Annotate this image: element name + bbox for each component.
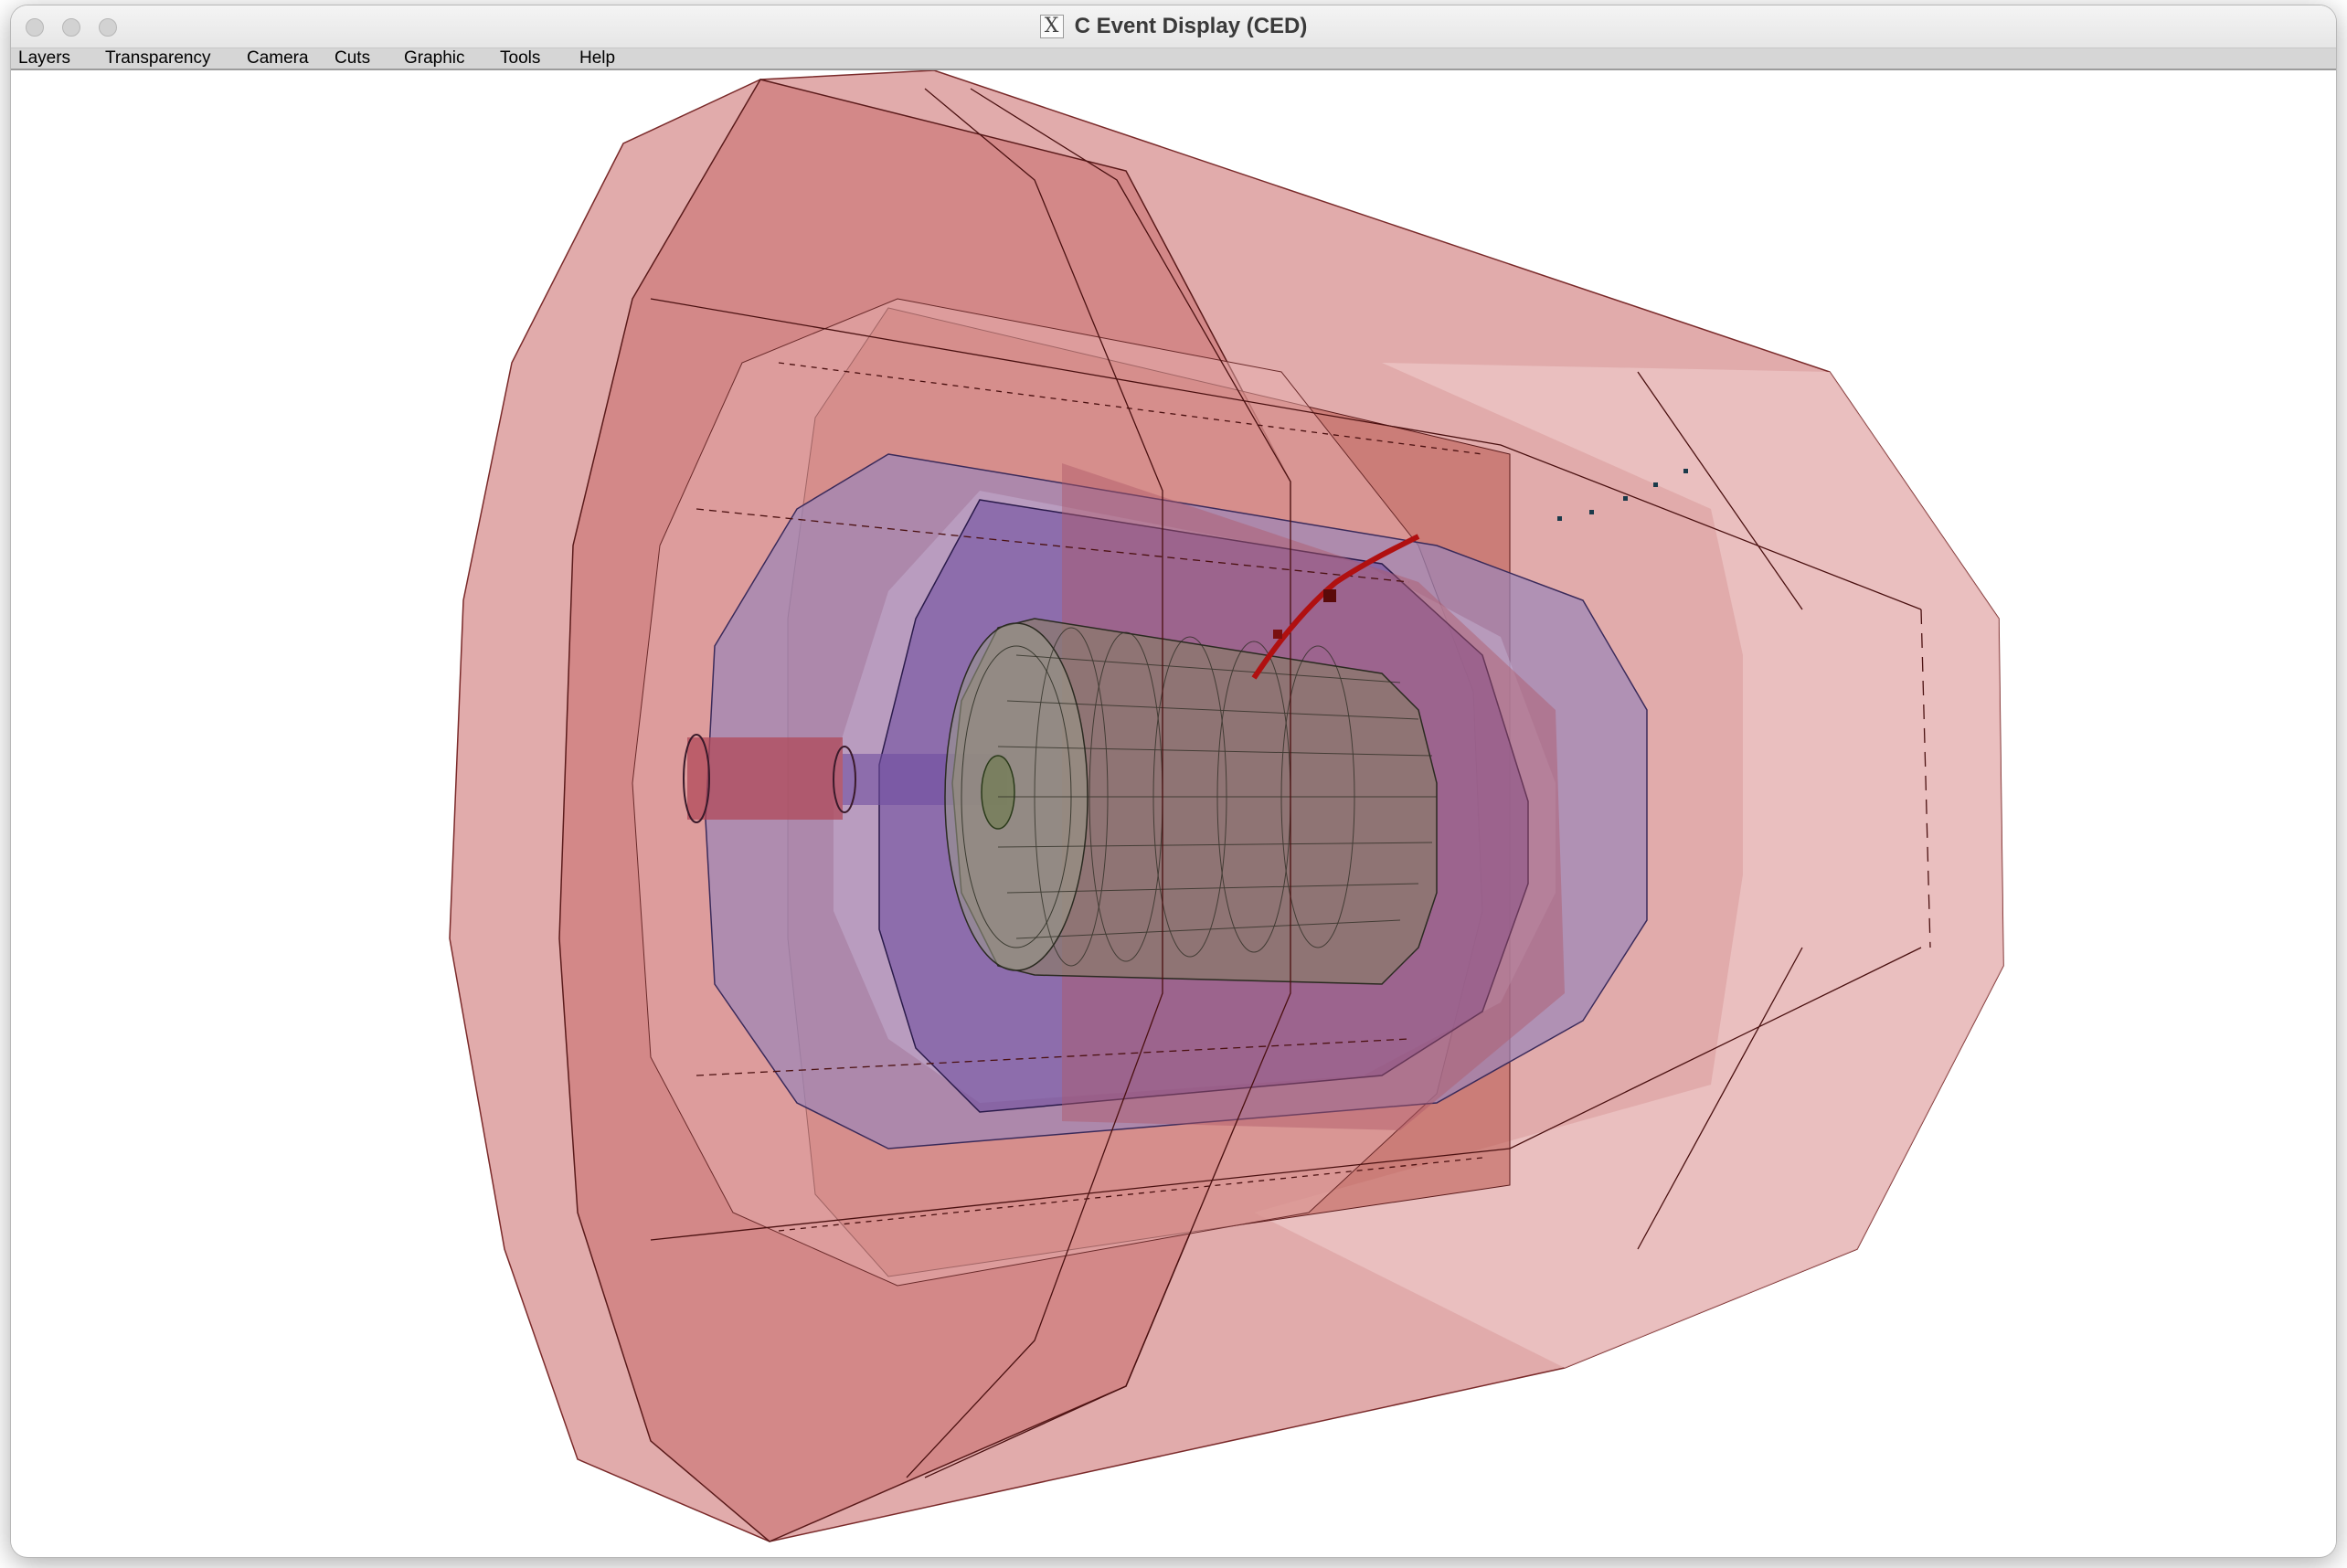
beam-pipe: [687, 737, 843, 820]
particle-track: [1251, 534, 1420, 680]
wireframe-lines: [650, 88, 1931, 1478]
x11-icon: X: [1039, 15, 1064, 38]
menu-help[interactable]: Help: [579, 48, 616, 68]
tracker-grid: [997, 627, 1437, 967]
beam-pipe-end-right: [833, 746, 856, 813]
menu-tools[interactable]: Tools: [500, 48, 541, 68]
menu-camera[interactable]: Camera: [247, 48, 309, 68]
close-window-button[interactable]: [26, 18, 44, 37]
detector-view[interactable]: [11, 70, 2336, 1551]
track-hit-small: [1273, 630, 1282, 639]
beam-pipe-end-left: [683, 734, 710, 823]
menu-graphic[interactable]: Graphic: [404, 48, 465, 68]
menu-transparency[interactable]: Transparency: [105, 48, 211, 68]
menu-layers[interactable]: Layers: [18, 48, 71, 68]
vertex-detector: [981, 755, 1015, 830]
minimize-window-button[interactable]: [62, 18, 80, 37]
menu-cuts[interactable]: Cuts: [335, 48, 371, 68]
track-hit-large: [1323, 589, 1336, 602]
event-display-canvas[interactable]: [11, 70, 2336, 1551]
muon-hits: [1557, 469, 1688, 521]
ced-window: X C Event Display (CED) Layers Transpare…: [11, 5, 2336, 1557]
zoom-window-button[interactable]: [99, 18, 117, 37]
yoke-far-end: [1254, 363, 2003, 1368]
menu-bar: Layers Transparency Camera Cuts Graphic …: [11, 48, 2336, 70]
window-title: C Event Display (CED): [1074, 14, 1308, 38]
title-bar[interactable]: X C Event Display (CED): [11, 5, 2336, 48]
